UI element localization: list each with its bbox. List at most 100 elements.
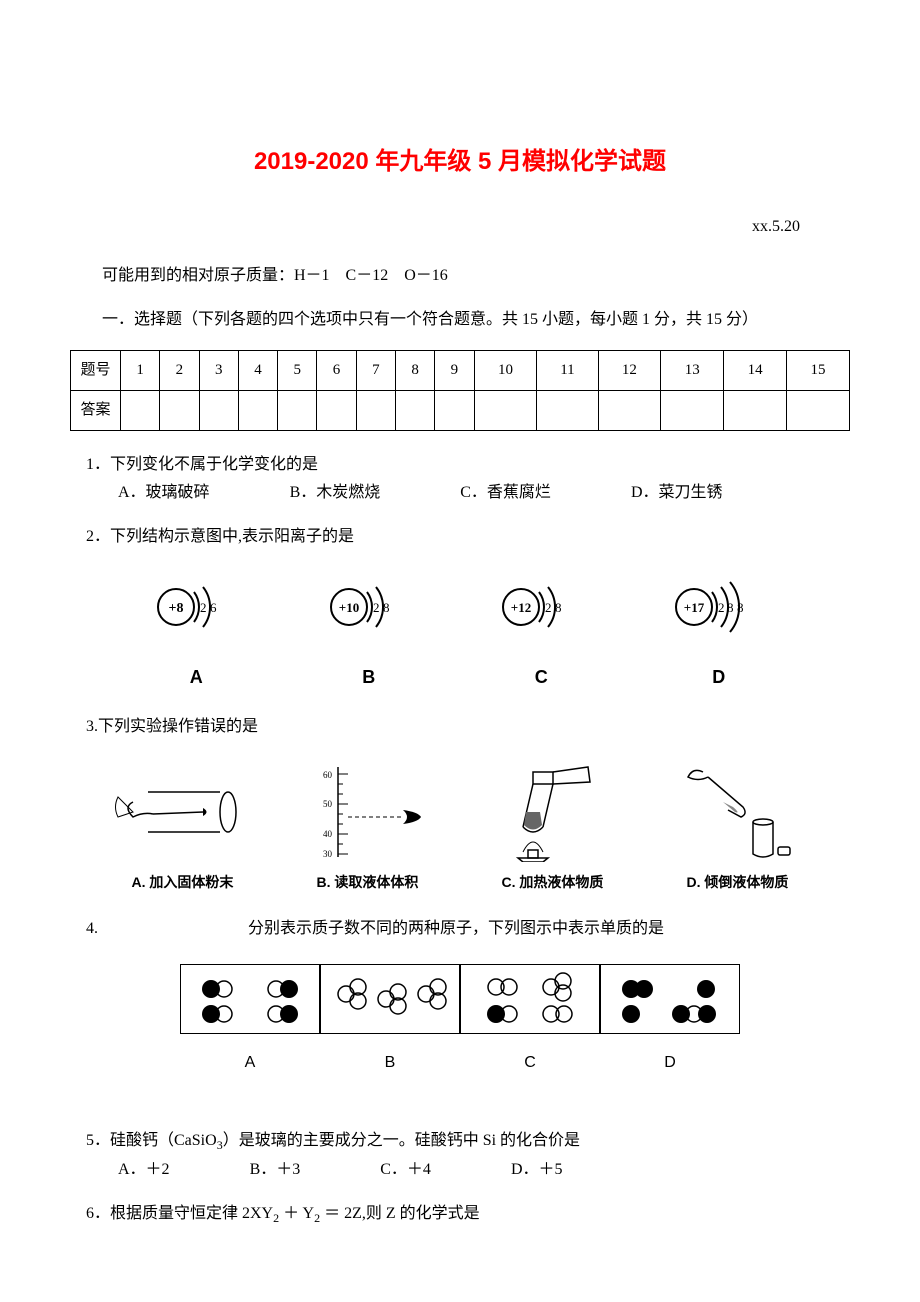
exp-caption: B. 读取液体体积 — [275, 870, 460, 895]
molecule-icon — [326, 969, 454, 1029]
svg-text:30: 30 — [323, 849, 333, 859]
atom-diagrams: +8 2 6 A +10 2 8 B +12 — [110, 572, 810, 693]
svg-text:60: 60 — [323, 770, 333, 780]
svg-text:+12: +12 — [511, 600, 531, 615]
atom-icon: +17 2 8 8 — [669, 572, 769, 642]
svg-text:2: 2 — [373, 600, 380, 615]
svg-text:+10: +10 — [339, 600, 359, 615]
col-num: 6 — [317, 350, 356, 390]
atom-b: +10 2 8 B — [324, 572, 414, 693]
q3-text: 3.下列实验操作错误的是 — [70, 713, 850, 742]
pouring-liquid-icon — [673, 762, 803, 862]
q1-options: A．玻璃破碎 B．木炭燃烧 C．香蕉腐烂 D．菜刀生锈 — [118, 479, 850, 508]
atom-icon: +12 2 8 — [496, 572, 586, 642]
exp-c: C. 加热液体物质 — [460, 762, 645, 895]
q4-num: 4. — [70, 915, 98, 944]
svg-text:2: 2 — [718, 600, 725, 615]
q1-option-a: A．玻璃破碎 — [118, 479, 210, 508]
atom-a: +8 2 6 A — [151, 572, 241, 693]
question-4: 4. 分别表示质子数不同的两种原子，下列图示中表示单质的是 A — [70, 915, 850, 1078]
answer-cell — [435, 390, 474, 430]
col-num: 5 — [278, 350, 317, 390]
answer-cell — [395, 390, 434, 430]
page-title: 2019-2020 年九年级 5 月模拟化学试题 — [70, 140, 850, 183]
question-6: 6．根据质量守恒定律 2XY2 ＋ Y2 ＝ 2Z,则 Z 的化学式是 — [70, 1200, 850, 1230]
exp-caption: A. 加入固体粉末 — [90, 870, 275, 895]
answer-cell — [356, 390, 395, 430]
answer-cell — [661, 390, 724, 430]
col-num: 3 — [199, 350, 238, 390]
exp-caption: C. 加热液体物质 — [460, 870, 645, 895]
q2-text: 2．下列结构示意图中,表示阳离子的是 — [70, 523, 850, 552]
col-num: 8 — [395, 350, 434, 390]
mol-label: C — [460, 1049, 600, 1078]
molecule-icon — [186, 969, 314, 1029]
svg-text:8: 8 — [383, 600, 390, 615]
mol-d: D — [600, 964, 740, 1078]
col-num: 2 — [160, 350, 199, 390]
answer-cell — [160, 390, 199, 430]
molecule-diagrams: A B C — [130, 964, 790, 1078]
q5-option-a: A．＋2 — [118, 1156, 170, 1185]
svg-text:2: 2 — [545, 600, 552, 615]
answer-cell — [121, 390, 160, 430]
mol-a: A — [180, 964, 320, 1078]
svg-text:8: 8 — [737, 600, 744, 615]
col-num: 4 — [238, 350, 277, 390]
svg-text:50: 50 — [323, 799, 333, 809]
exam-date: xx.5.20 — [70, 213, 850, 242]
atom-label: B — [324, 661, 414, 693]
col-num: 9 — [435, 350, 474, 390]
q5-options: A．＋2 B．＋3 C．＋4 D．＋5 — [118, 1156, 850, 1185]
row-label: 题号 — [71, 350, 121, 390]
q5-text: 5．硅酸钙（CaSiO3）是玻璃的主要成分之一。硅酸钙中 Si 的化合价是 — [70, 1127, 850, 1157]
col-num: 13 — [661, 350, 724, 390]
mol-label: A — [180, 1049, 320, 1078]
atom-label: D — [669, 661, 769, 693]
svg-text:6: 6 — [210, 600, 217, 615]
exp-b: 60 50 40 30 B. 读取液体体积 — [275, 762, 460, 895]
q1-text: 1．下列变化不属于化学变化的是 — [70, 451, 850, 480]
mol-label: B — [320, 1049, 460, 1078]
answer-cell — [474, 390, 537, 430]
question-1: 1．下列变化不属于化学变化的是 A．玻璃破碎 B．木炭燃烧 C．香蕉腐烂 D．菜… — [70, 451, 850, 509]
atom-c: +12 2 8 C — [496, 572, 586, 693]
q4-text: 分别表示质子数不同的两种原子，下列图示中表示单质的是 — [248, 915, 664, 944]
col-num: 10 — [474, 350, 537, 390]
col-num: 7 — [356, 350, 395, 390]
table-row: 答案 — [71, 390, 850, 430]
q1-option-d: D．菜刀生锈 — [631, 479, 723, 508]
answer-cell — [787, 390, 850, 430]
tube-powder-icon — [108, 782, 258, 842]
q5-option-d: D．＋5 — [511, 1156, 563, 1185]
answer-table: 题号 1 2 3 4 5 6 7 8 9 10 11 12 13 14 15 答… — [70, 350, 850, 431]
question-3: 3.下列实验操作错误的是 A. 加入固体粉末 — [70, 713, 850, 895]
row-label: 答案 — [71, 390, 121, 430]
question-2: 2．下列结构示意图中,表示阳离子的是 +8 2 6 A +10 2 8 B — [70, 523, 850, 693]
answer-cell — [278, 390, 317, 430]
atomic-mass-note: 可能用到的相对原子质量：H－1 C－12 O－16 — [70, 262, 850, 291]
col-num: 11 — [537, 350, 598, 390]
mol-c: C — [460, 964, 600, 1078]
q1-option-b: B．木炭燃烧 — [290, 479, 381, 508]
svg-text:40: 40 — [323, 829, 333, 839]
q5-option-b: B．＋3 — [250, 1156, 301, 1185]
svg-text:2: 2 — [200, 600, 207, 615]
exp-d: D. 倾倒液体物质 — [645, 762, 830, 895]
col-num: 1 — [121, 350, 160, 390]
exp-a: A. 加入固体粉末 — [90, 762, 275, 895]
mol-label: D — [600, 1049, 740, 1078]
q6-text: 6．根据质量守恒定律 2XY2 ＋ Y2 ＝ 2Z,则 Z 的化学式是 — [70, 1200, 850, 1230]
answer-cell — [238, 390, 277, 430]
svg-text:+8: +8 — [169, 601, 184, 616]
svg-text:8: 8 — [727, 600, 734, 615]
experiment-diagrams: A. 加入固体粉末 60 50 40 30 — [90, 762, 830, 895]
atom-icon: +8 2 6 — [151, 572, 241, 642]
atom-label: A — [151, 661, 241, 693]
exp-caption: D. 倾倒液体物质 — [645, 870, 830, 895]
atom-icon: +10 2 8 — [324, 572, 414, 642]
svg-text:+17: +17 — [684, 600, 705, 615]
table-row: 题号 1 2 3 4 5 6 7 8 9 10 11 12 13 14 15 — [71, 350, 850, 390]
answer-cell — [724, 390, 787, 430]
cylinder-read-icon: 60 50 40 30 — [303, 762, 433, 862]
